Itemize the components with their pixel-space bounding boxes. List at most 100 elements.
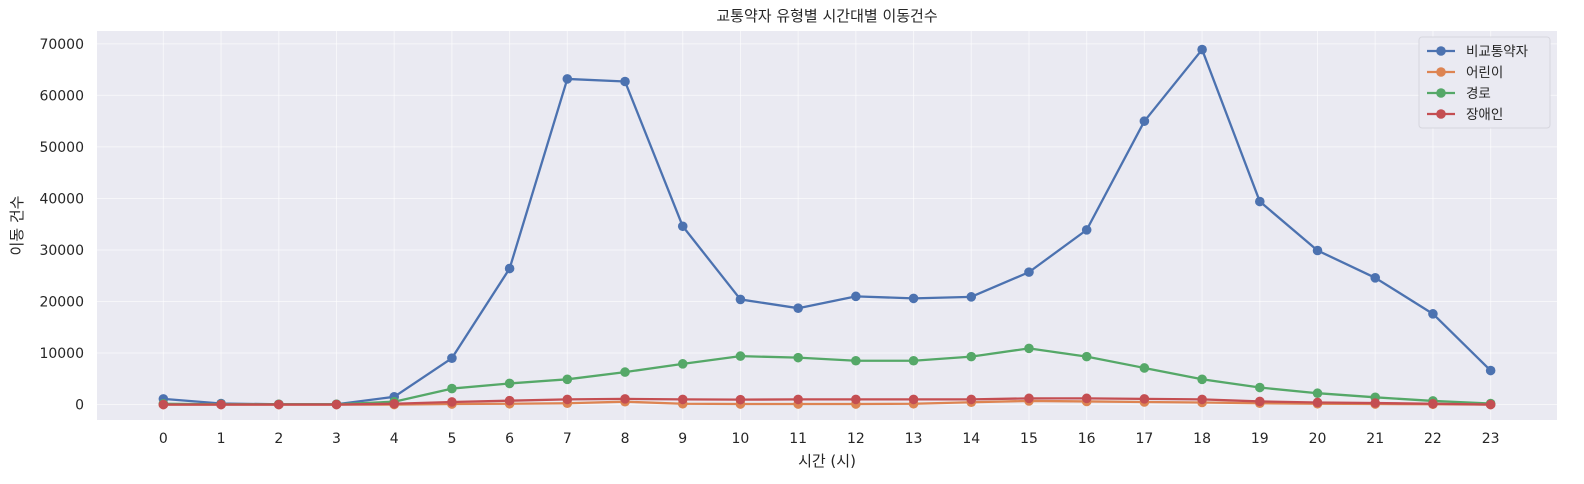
y-tick-label: 50000	[39, 140, 84, 156]
data-point	[1197, 394, 1207, 405]
series-장애인	[158, 393, 1496, 410]
data-point	[1485, 365, 1496, 376]
data-point	[1370, 272, 1381, 283]
x-tick-label: 1	[217, 431, 226, 447]
data-point	[1024, 343, 1034, 354]
legend-label: 비교통약자	[1466, 44, 1529, 60]
x-tick-label: 18	[1193, 431, 1211, 447]
data-point	[1024, 267, 1034, 277]
data-point	[1081, 225, 1092, 235]
x-tick-label: 9	[678, 431, 687, 447]
data-point	[504, 263, 515, 274]
legend-box	[1418, 36, 1551, 129]
data-point	[273, 399, 284, 410]
data-point	[677, 359, 688, 369]
x-tick-label: 5	[447, 431, 456, 447]
data-point	[1255, 382, 1265, 393]
data-point	[1485, 399, 1496, 410]
legend-label: 어린이	[1466, 65, 1503, 81]
x-axis-label: 시간 (시)	[798, 452, 856, 470]
data-point	[1255, 196, 1265, 207]
x-tick-label: 22	[1424, 431, 1442, 447]
x-tick-label: 3	[332, 431, 341, 447]
data-point	[1081, 393, 1092, 404]
data-point	[851, 355, 861, 366]
y-tick-label: 60000	[39, 88, 84, 104]
y-tick-label: 10000	[39, 346, 84, 362]
data-point	[158, 399, 169, 410]
data-point	[620, 394, 630, 404]
x-tick-label: 23	[1482, 431, 1500, 447]
data-point	[735, 394, 746, 405]
data-point	[1197, 44, 1207, 55]
data-point	[1139, 394, 1150, 404]
series-line	[163, 397, 1491, 406]
data-point	[1312, 245, 1323, 256]
x-tick-label: 6	[505, 431, 514, 447]
data-point	[793, 303, 803, 313]
legend-item: 어린이	[1427, 65, 1503, 81]
y-axis-label: 이동 건수	[8, 196, 26, 256]
x-tick-label: 10	[732, 431, 750, 447]
series-line	[163, 48, 1492, 406]
y-tick-label: 20000	[39, 294, 84, 310]
y-tick-label: 0	[75, 398, 84, 414]
data-point	[1197, 374, 1207, 385]
data-point	[677, 221, 688, 232]
plot-area	[97, 31, 1557, 420]
data-point	[677, 394, 688, 405]
chart-title: 교통약자 유형별 시간대별 이동건수	[716, 7, 937, 25]
data-point	[735, 294, 746, 305]
data-point	[216, 399, 226, 410]
legend-item: 비교통약자	[1427, 44, 1529, 60]
legend-label: 장애인	[1466, 107, 1503, 123]
data-point	[966, 394, 977, 405]
x-tick-label: 8	[621, 431, 630, 447]
legend-marker	[1436, 109, 1446, 119]
x-tick-label: 21	[1366, 431, 1384, 447]
x-tick-label: 17	[1135, 431, 1153, 447]
x-tick-label: 2	[274, 431, 283, 447]
data-point	[908, 394, 919, 405]
data-point	[1428, 398, 1438, 409]
y-tick-label: 30000	[39, 243, 84, 259]
data-point	[562, 394, 573, 405]
x-tick-label: 0	[159, 431, 168, 447]
data-point	[504, 378, 515, 389]
series-line	[163, 347, 1491, 406]
y-axis-ticks: 0 10000 20000 30000 40000 50000 60000 70000	[39, 37, 84, 414]
x-tick-label: 4	[390, 431, 399, 447]
x-tick-label: 15	[1020, 431, 1038, 447]
data-point	[793, 394, 803, 405]
x-tick-label: 20	[1309, 431, 1327, 447]
data-point	[793, 352, 803, 363]
legend-item: 장애인	[1427, 107, 1503, 123]
data-point	[908, 293, 919, 304]
data-point	[966, 292, 977, 302]
data-point	[389, 398, 399, 409]
data-point	[447, 353, 457, 363]
x-tick-label: 19	[1251, 431, 1269, 447]
data-point	[562, 74, 573, 84]
x-tick-label: 7	[563, 431, 572, 447]
data-point	[735, 351, 746, 361]
x-tick-label: 12	[847, 431, 865, 447]
data-point	[447, 383, 457, 394]
legend-item: 경로	[1427, 86, 1491, 102]
data-point	[620, 76, 630, 87]
y-tick-label: 40000	[39, 191, 84, 207]
data-point	[1024, 393, 1034, 404]
data-point	[1081, 351, 1092, 362]
y-tick-label: 70000	[39, 37, 84, 53]
data-point	[620, 367, 630, 377]
data-point	[1428, 309, 1438, 319]
x-tick-label: 13	[905, 431, 923, 447]
data-point	[447, 397, 457, 407]
legend-marker	[1436, 67, 1446, 77]
x-tick-label: 16	[1078, 431, 1096, 447]
data-point	[1312, 397, 1323, 408]
data-point	[331, 399, 342, 410]
data-point	[966, 351, 977, 362]
